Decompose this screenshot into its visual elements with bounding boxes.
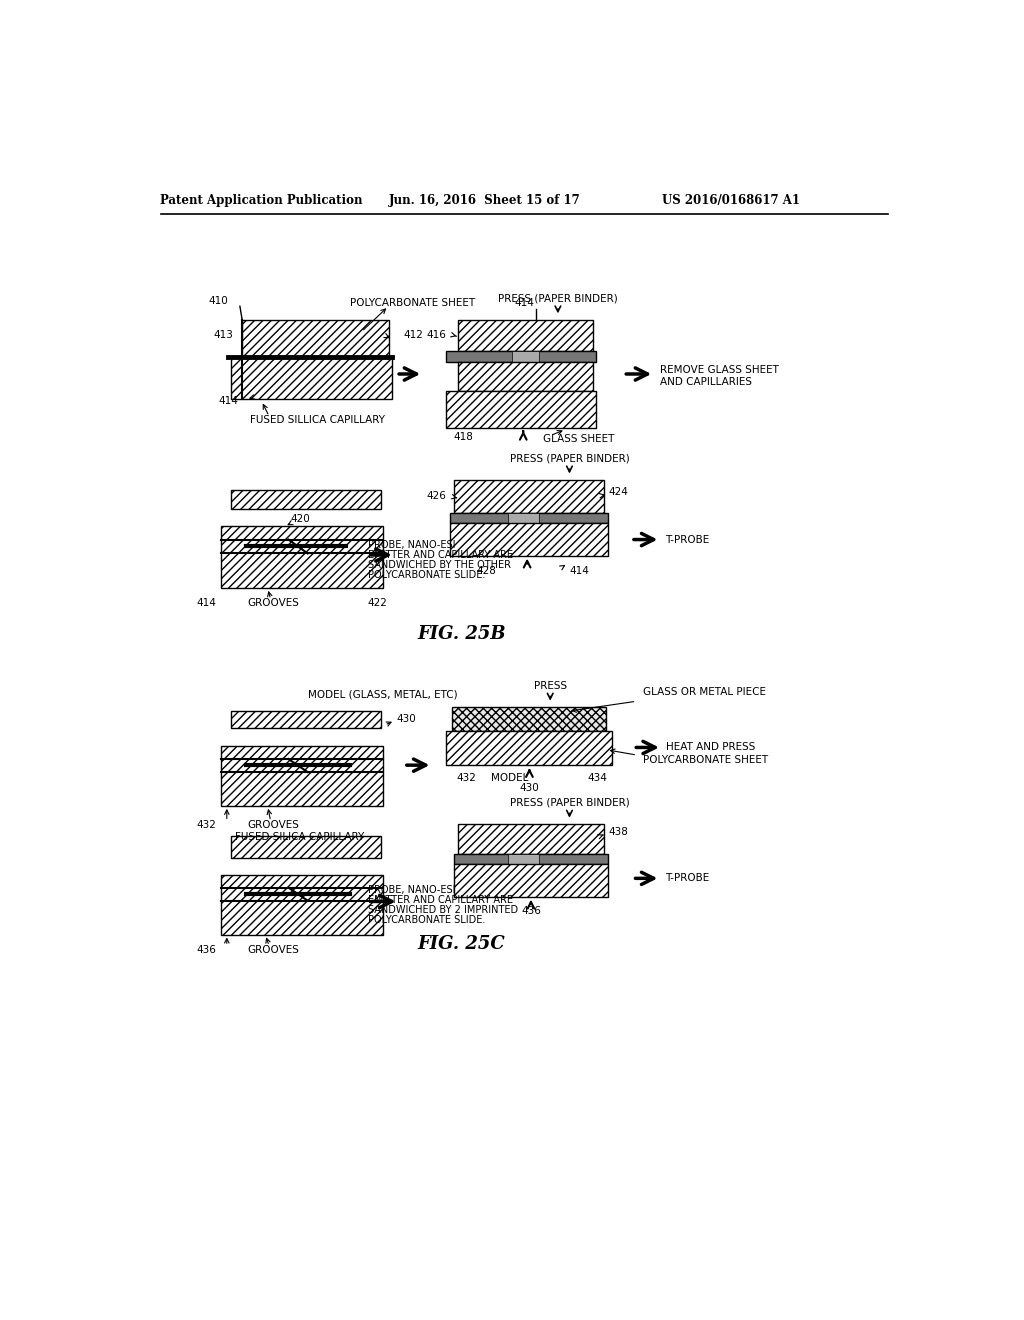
Text: US 2016/0168617 A1: US 2016/0168617 A1 — [663, 194, 800, 207]
Text: Jun. 16, 2016  Sheet 15 of 17: Jun. 16, 2016 Sheet 15 of 17 — [389, 194, 581, 207]
Bar — [453, 708, 606, 730]
Text: SANDWICHED BY THE OTHER: SANDWICHED BY THE OTHER — [368, 560, 511, 570]
Text: POLYCARBONATE SHEET: POLYCARBONATE SHEET — [643, 755, 768, 764]
Bar — [230, 358, 392, 400]
Bar — [458, 321, 593, 351]
Text: 420: 420 — [290, 513, 310, 524]
Text: 426: 426 — [426, 491, 446, 500]
Text: 434: 434 — [587, 774, 607, 783]
Text: 414: 414 — [197, 598, 217, 609]
Text: GROOVES: GROOVES — [247, 598, 299, 609]
Bar — [243, 321, 388, 358]
Text: POLYCARBONATE SLIDE.: POLYCARBONATE SLIDE. — [368, 915, 485, 925]
Bar — [451, 512, 608, 523]
Text: HEAT AND PRESS: HEAT AND PRESS — [667, 742, 756, 752]
Bar — [454, 854, 608, 865]
Bar — [458, 362, 593, 391]
Text: PROBE, NANO-ESI: PROBE, NANO-ESI — [368, 540, 456, 550]
Text: PRESS: PRESS — [534, 681, 566, 690]
Text: AND CAPILLARIES: AND CAPILLARIES — [660, 376, 753, 387]
Text: PRESS (PAPER BINDER): PRESS (PAPER BINDER) — [498, 293, 617, 304]
Text: FIG. 25C: FIG. 25C — [418, 935, 506, 953]
Bar — [508, 512, 539, 523]
Text: FUSED SILICA CAPILLARY: FUSED SILICA CAPILLARY — [236, 832, 365, 842]
Text: 422: 422 — [368, 598, 388, 609]
Bar — [458, 825, 604, 854]
Bar — [230, 711, 381, 729]
Text: 428: 428 — [476, 566, 497, 576]
Text: FUSED SILLICA CAPILLARY: FUSED SILLICA CAPILLARY — [250, 416, 385, 425]
Text: 410: 410 — [209, 296, 228, 306]
Text: 418: 418 — [454, 432, 473, 442]
Text: 414: 414 — [218, 396, 239, 407]
Text: EMITTER AND CAPILLARY ARE: EMITTER AND CAPILLARY ARE — [368, 550, 513, 560]
Text: Patent Application Publication: Patent Application Publication — [160, 194, 362, 207]
Text: GLASS OR METAL PIECE: GLASS OR METAL PIECE — [643, 686, 766, 697]
Text: GROOVES: GROOVES — [247, 820, 299, 830]
Bar — [451, 524, 608, 556]
Text: 432: 432 — [197, 820, 217, 830]
Bar — [221, 746, 383, 807]
Text: T-PROBE: T-PROBE — [665, 535, 710, 545]
Text: EMITTER AND CAPILLARY ARE: EMITTER AND CAPILLARY ARE — [368, 895, 513, 906]
Bar — [230, 836, 381, 858]
Text: REMOVE GLASS SHEET: REMOVE GLASS SHEET — [660, 366, 779, 375]
Bar — [230, 490, 381, 508]
Text: MODEL: MODEL — [492, 774, 528, 783]
Text: 432: 432 — [457, 774, 476, 783]
Bar — [446, 391, 596, 428]
Text: 414: 414 — [515, 298, 535, 308]
Bar — [512, 351, 539, 362]
Text: 438: 438 — [608, 828, 628, 837]
Text: 436: 436 — [197, 945, 217, 954]
Text: PRESS (PAPER BINDER): PRESS (PAPER BINDER) — [510, 797, 630, 808]
Text: 413: 413 — [213, 330, 233, 341]
Text: 430: 430 — [396, 714, 416, 723]
Bar — [221, 874, 383, 935]
Text: POLYCARBONATE SHEET: POLYCARBONATE SHEET — [350, 298, 475, 308]
Text: 412: 412 — [403, 330, 424, 341]
Bar — [221, 527, 383, 589]
Text: FIG. 25B: FIG. 25B — [418, 626, 506, 643]
Bar — [446, 730, 611, 766]
Text: GROOVES: GROOVES — [247, 945, 299, 954]
Text: 424: 424 — [608, 487, 628, 496]
Text: PRESS (PAPER BINDER): PRESS (PAPER BINDER) — [510, 454, 630, 463]
Bar — [454, 480, 604, 512]
Text: T-PROBE: T-PROBE — [665, 874, 710, 883]
Text: PROBE, NANO-ESI: PROBE, NANO-ESI — [368, 884, 456, 895]
Text: 430: 430 — [519, 783, 540, 793]
Text: 414: 414 — [569, 566, 590, 576]
Text: 436: 436 — [521, 906, 541, 916]
Text: MODEL (GLASS, METAL, ETC): MODEL (GLASS, METAL, ETC) — [307, 689, 458, 700]
Text: POLYCARBONATE SLIDE.: POLYCARBONATE SLIDE. — [368, 570, 485, 579]
Bar — [508, 854, 539, 865]
Text: GLASS SHEET: GLASS SHEET — [543, 434, 613, 445]
Bar — [454, 865, 608, 896]
Text: SANDWICHED BY 2 IMPRINTED: SANDWICHED BY 2 IMPRINTED — [368, 906, 518, 915]
Bar — [446, 351, 596, 362]
Text: 416: 416 — [426, 330, 446, 341]
